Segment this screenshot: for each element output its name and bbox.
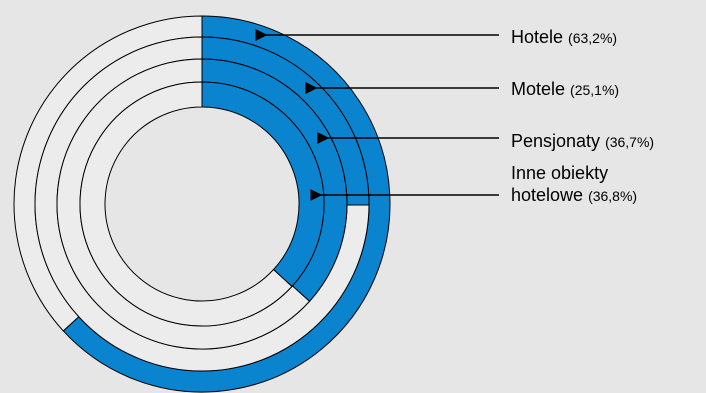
label-motele: Motele (25,1%) [511,79,619,99]
label-pensjonaty: Pensjonaty (36,7%) [511,131,654,151]
ring-track-inne-obiekty-hotelowe [79,81,293,327]
label-inne-obiekty-hotelowe: Inne obiekty hotelowe (36,8%) [511,163,637,205]
arrows-group [255,29,499,201]
label-name: Hotele [511,27,568,47]
label-hotele: Hotele (63,2%) [511,27,617,47]
label-name: Motele [511,79,570,99]
label-name-line-1: Inne obiekty [511,163,608,183]
label-name: Pensjonaty [511,131,605,151]
ring-bar-inne-obiekty-hotelowe [201,81,325,288]
label-percent: (36,7%) [605,134,654,150]
label-name-line-2: hotelowe [511,185,588,205]
label-percent: (36,8%) [588,188,637,204]
label-percent: (63,2%) [568,30,617,46]
labels-group: Hotele (63,2%) Motele (25,1%) Pensjonaty (… [511,27,654,205]
label-percent: (25,1%) [570,82,619,98]
rings-group [13,15,391,393]
